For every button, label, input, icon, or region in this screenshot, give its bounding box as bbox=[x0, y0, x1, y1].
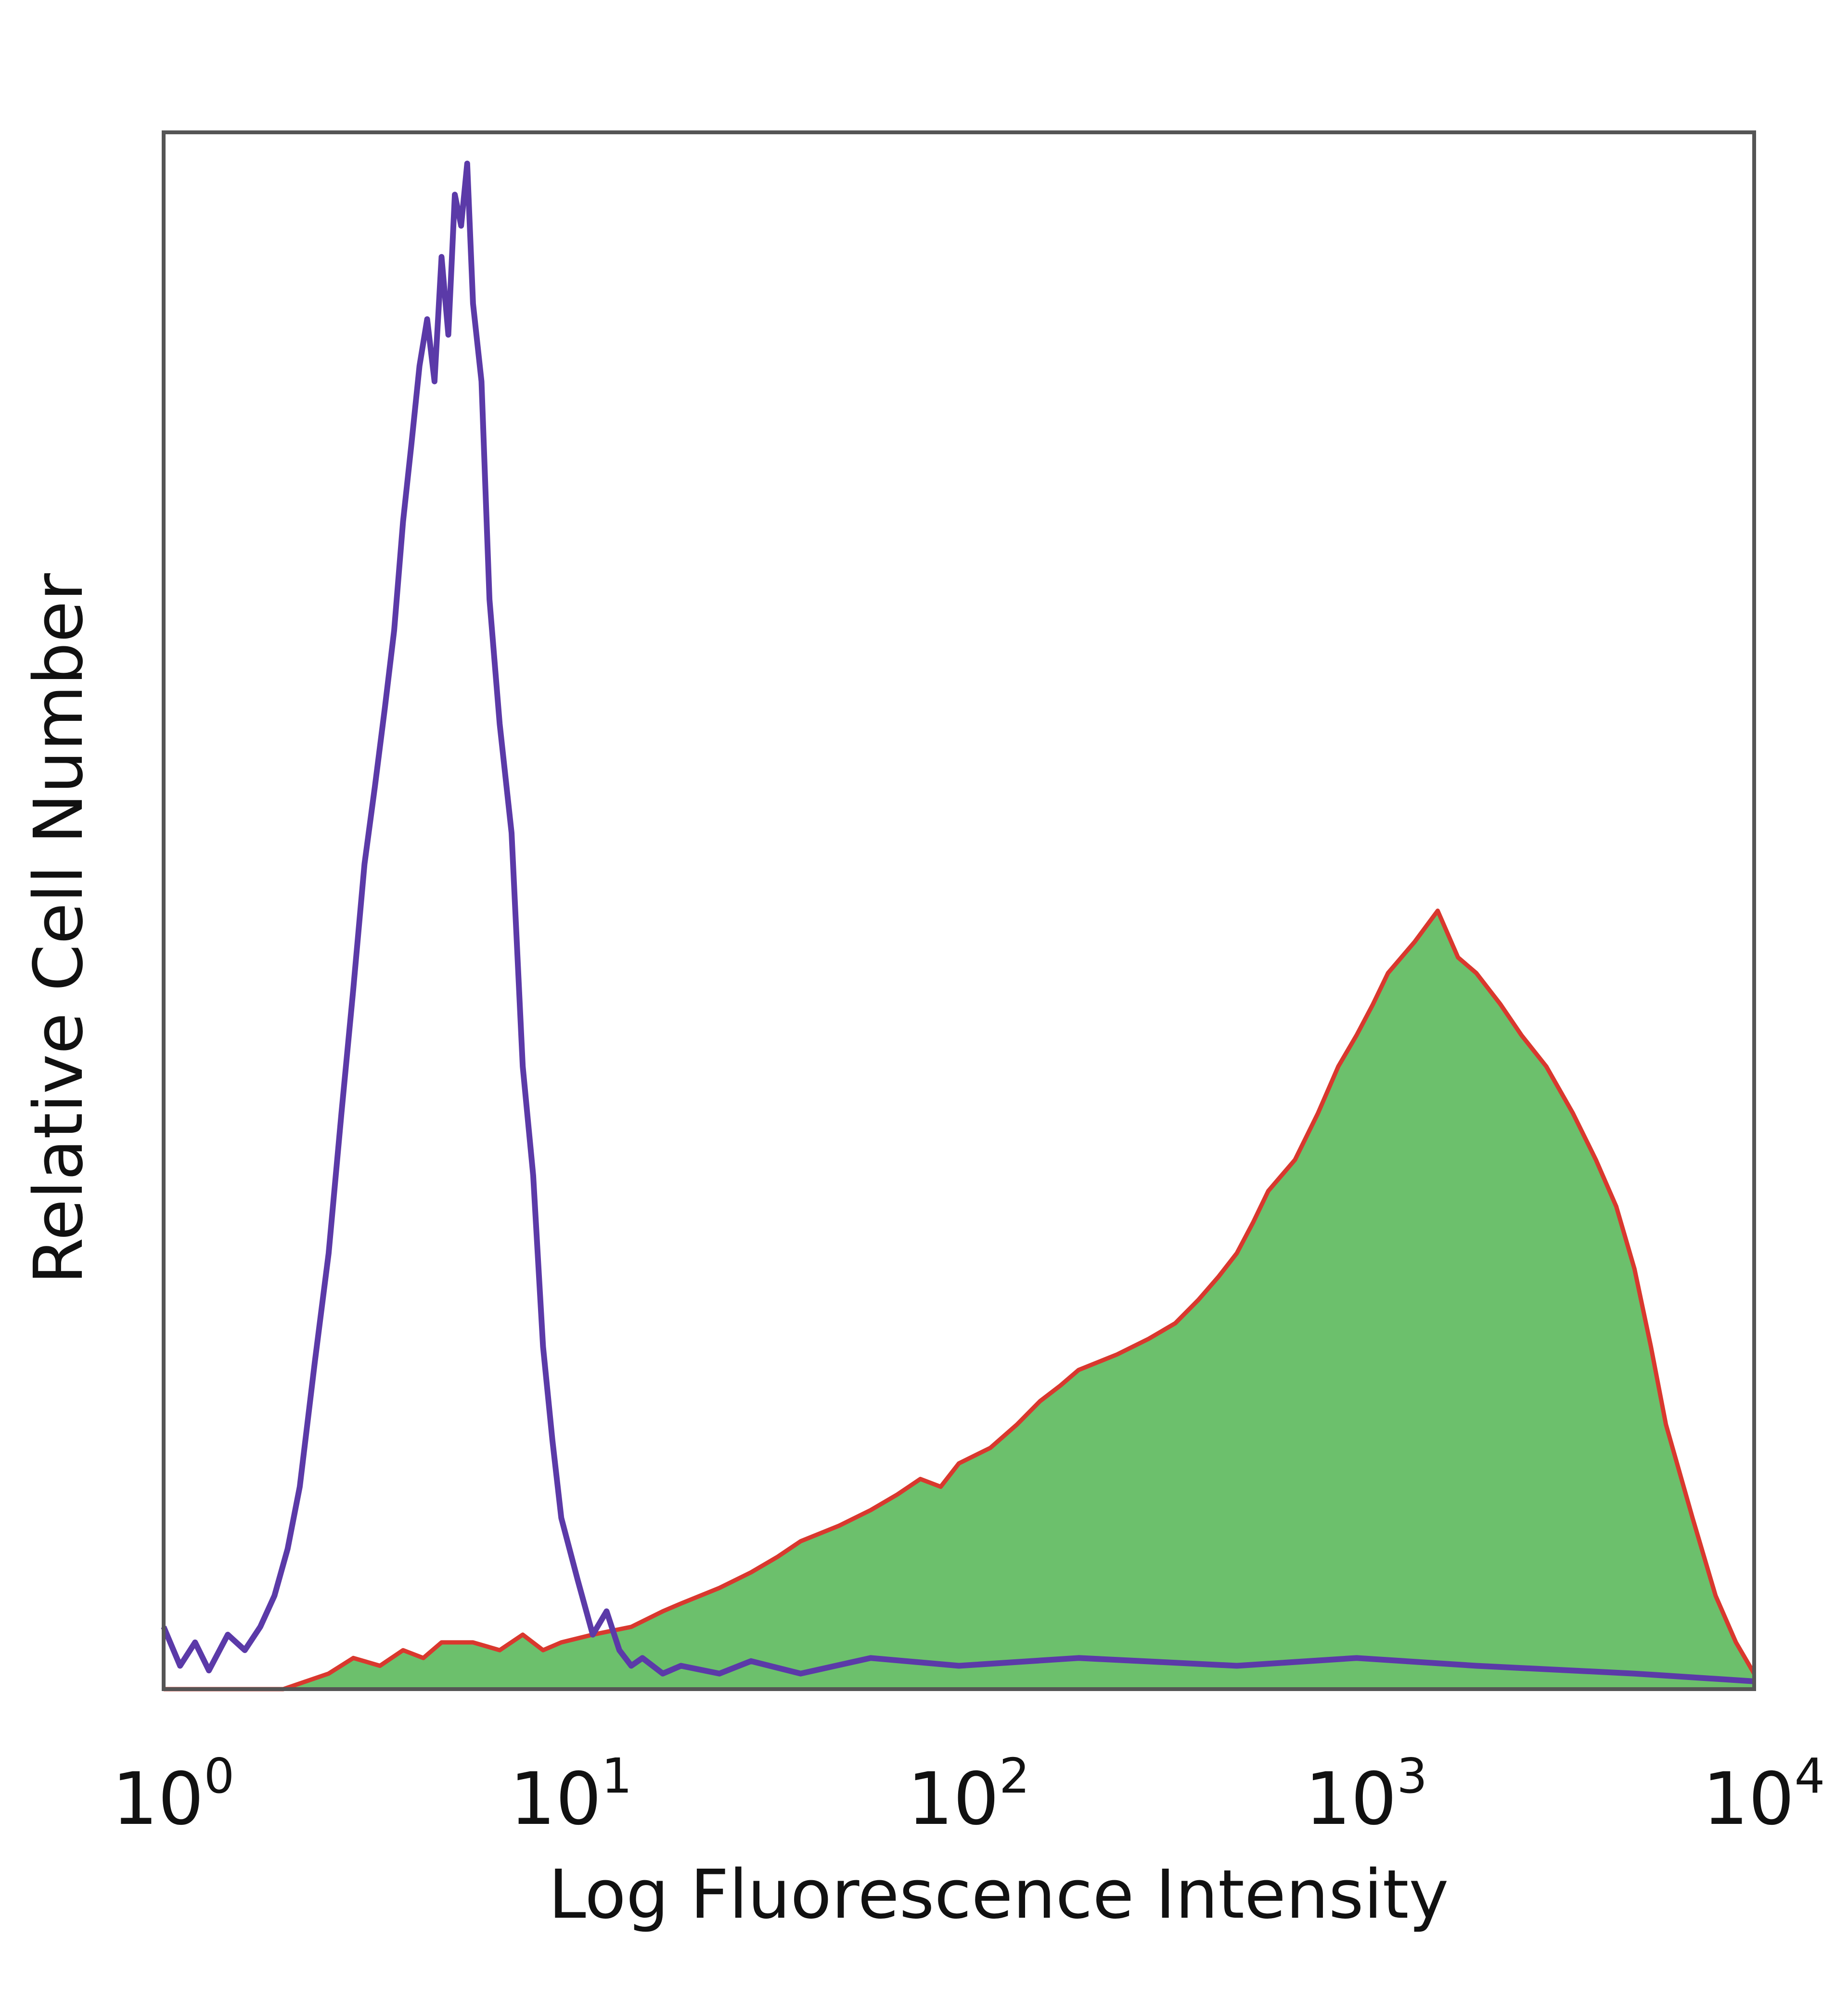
x-tick-label: 103 bbox=[1305, 1748, 1428, 1841]
stained-histogram-fill bbox=[164, 910, 1754, 1689]
stained-histogram-outline bbox=[164, 909, 1756, 1692]
x-tick-label: 100 bbox=[112, 1748, 235, 1841]
x-axis-title: Log Fluorescence Intensity bbox=[549, 1856, 1449, 1934]
plot-frame bbox=[162, 130, 1756, 1691]
y-axis-title: Relative Cell Number bbox=[20, 573, 98, 1284]
series-layer bbox=[161, 160, 1756, 1692]
x-tick-label: 104 bbox=[1703, 1748, 1825, 1841]
x-tick-label: 102 bbox=[907, 1748, 1030, 1841]
control-histogram-line bbox=[161, 160, 1755, 1684]
x-tick-label: 101 bbox=[510, 1748, 632, 1841]
x-tick-labels: 100 101 102 103 104 bbox=[112, 1748, 1825, 1841]
